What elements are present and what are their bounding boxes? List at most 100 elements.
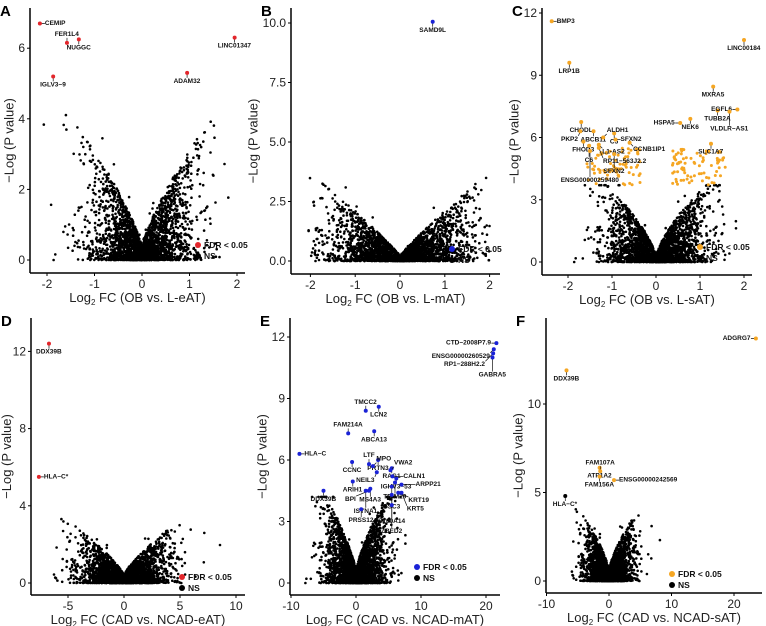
ns-point bbox=[460, 194, 464, 198]
ns-point bbox=[117, 222, 121, 226]
ns-point bbox=[464, 214, 468, 217]
legend-marker bbox=[195, 253, 201, 259]
ns-point bbox=[474, 206, 478, 210]
ns-point bbox=[113, 193, 117, 197]
ns-point bbox=[98, 205, 102, 208]
ns-point bbox=[122, 206, 125, 209]
ns-point bbox=[187, 243, 191, 247]
ns-point bbox=[465, 231, 469, 235]
ns-point bbox=[125, 243, 128, 246]
ns-point bbox=[103, 237, 106, 240]
ns-point bbox=[97, 177, 101, 181]
ns-point bbox=[196, 141, 199, 145]
ns-point bbox=[178, 172, 181, 175]
ns-point bbox=[458, 200, 462, 203]
ns-point bbox=[360, 256, 363, 259]
ns-point bbox=[190, 160, 193, 164]
ns-point bbox=[187, 210, 190, 214]
ns-point bbox=[96, 250, 99, 254]
ns-point bbox=[186, 176, 190, 179]
ns-point bbox=[111, 245, 115, 248]
ns-point bbox=[110, 181, 114, 184]
ns-point bbox=[97, 218, 101, 222]
ns-point bbox=[89, 239, 93, 243]
ns-point bbox=[213, 136, 216, 139]
ns-point bbox=[190, 187, 193, 190]
ns-point bbox=[128, 244, 131, 247]
ns-point bbox=[82, 162, 86, 166]
ns-point bbox=[162, 228, 166, 232]
ns-point bbox=[174, 222, 177, 226]
ns-point bbox=[114, 253, 117, 257]
legend-label: FDR < 0.05 bbox=[204, 240, 248, 250]
ns-point bbox=[177, 176, 180, 180]
ns-point bbox=[124, 217, 127, 221]
ns-point bbox=[358, 236, 362, 239]
ns-point bbox=[64, 113, 68, 117]
ns-point bbox=[154, 251, 158, 254]
ns-point bbox=[93, 221, 97, 225]
ns-point bbox=[180, 222, 184, 226]
ns-point bbox=[104, 204, 107, 208]
ns-point bbox=[178, 193, 182, 196]
ns-point bbox=[178, 198, 181, 201]
ns-point bbox=[66, 233, 69, 236]
ns-point bbox=[159, 249, 162, 252]
ns-point bbox=[149, 256, 152, 259]
ns-point bbox=[176, 226, 180, 230]
ns-point bbox=[191, 219, 194, 223]
ns-point bbox=[438, 233, 442, 236]
gene-label: ADAM32 bbox=[174, 78, 201, 85]
ns-point bbox=[71, 234, 75, 237]
x-tick-label: 1 bbox=[186, 277, 193, 291]
ns-point bbox=[107, 200, 110, 203]
ns-point bbox=[470, 233, 474, 236]
ns-point bbox=[350, 223, 354, 227]
ns-point bbox=[203, 131, 207, 134]
ns-point bbox=[351, 219, 355, 222]
ns-point bbox=[113, 217, 116, 221]
ns-point bbox=[331, 214, 335, 218]
ns-point bbox=[142, 248, 145, 251]
ns-point bbox=[150, 249, 154, 252]
ns-point bbox=[114, 222, 117, 226]
ns-point bbox=[435, 240, 439, 243]
ns-point bbox=[164, 201, 167, 205]
ns-point bbox=[356, 249, 359, 252]
ns-point bbox=[99, 180, 103, 184]
ns-point bbox=[194, 249, 197, 252]
ns-point bbox=[453, 206, 457, 209]
ns-point bbox=[126, 238, 129, 241]
ns-point bbox=[170, 215, 173, 219]
ns-point bbox=[342, 214, 345, 217]
significant-point bbox=[64, 40, 69, 45]
ns-point bbox=[321, 240, 324, 243]
ns-point bbox=[159, 199, 163, 203]
ns-point bbox=[134, 236, 137, 240]
ns-point bbox=[114, 233, 117, 236]
ns-point bbox=[101, 165, 104, 169]
ns-point bbox=[102, 209, 106, 213]
ns-point bbox=[471, 236, 475, 239]
ns-point bbox=[209, 120, 212, 123]
ns-point bbox=[195, 137, 199, 141]
ns-point bbox=[85, 234, 89, 238]
ns-point bbox=[331, 233, 334, 236]
ns-point bbox=[196, 147, 200, 151]
ns-point bbox=[107, 226, 111, 229]
ns-point bbox=[169, 227, 172, 231]
ns-point bbox=[337, 223, 340, 227]
ns-point bbox=[173, 214, 176, 217]
ns-point bbox=[160, 221, 163, 224]
ns-point bbox=[143, 258, 146, 262]
ns-point bbox=[83, 218, 86, 221]
ns-point bbox=[483, 240, 487, 244]
ns-point bbox=[120, 240, 123, 243]
ns-point bbox=[114, 212, 117, 216]
ns-point bbox=[178, 214, 181, 218]
ns-point bbox=[149, 246, 153, 249]
ns-point bbox=[184, 232, 187, 236]
ns-point bbox=[466, 200, 469, 204]
ns-point bbox=[88, 145, 92, 148]
ns-point bbox=[311, 247, 315, 250]
